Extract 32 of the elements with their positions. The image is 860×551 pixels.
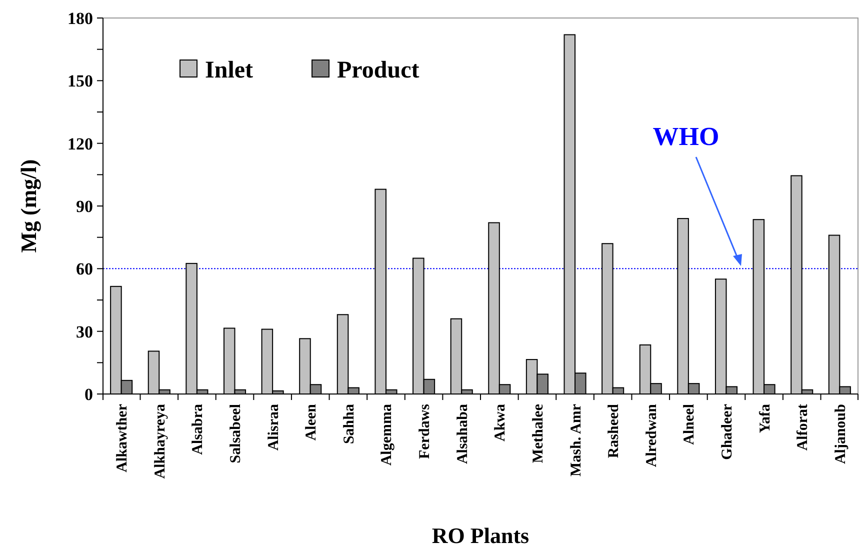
- y-tick-label: 30: [76, 322, 93, 342]
- x-tick-label: Methalee: [530, 404, 546, 464]
- y-tick-label: 90: [76, 196, 93, 216]
- x-tick-label: Sahha: [341, 404, 358, 444]
- y-tick-label: 180: [68, 8, 93, 28]
- legend-label: Inlet: [205, 57, 254, 84]
- x-tick-label: Alredwan: [644, 403, 660, 468]
- y-tick-label: 150: [68, 72, 93, 91]
- x-tick-label: Yafa: [757, 404, 774, 434]
- y-axis-title: Mg (mg/l): [16, 159, 41, 253]
- x-tick-label: Alkawther: [114, 404, 131, 472]
- x-tick-label: Alforat: [795, 404, 812, 451]
- y-tick-label: 120: [68, 134, 93, 154]
- x-tick-label: Algemma: [379, 404, 396, 466]
- x-tick-label: Alkhayreya: [152, 404, 168, 479]
- x-tick-label: Alneel: [682, 404, 698, 445]
- x-tick-label: Alsahaba: [454, 404, 471, 464]
- x-tick-label: Akwa: [492, 404, 509, 442]
- x-tick-label: Mash. Amr: [568, 404, 584, 476]
- x-tick-label: Salsabeel: [228, 404, 244, 464]
- x-tick-label: Alsabra: [190, 404, 206, 455]
- x-tick-label: Ferdaws: [417, 404, 434, 459]
- x-tick-label: Alisraa: [266, 404, 282, 451]
- x-tick-label: Rasheed: [606, 403, 622, 458]
- x-axis-title: RO Plants: [432, 523, 530, 548]
- x-tick-label: Aljanoub: [832, 404, 849, 464]
- x-tick-label: Ghadeer: [719, 404, 736, 460]
- ref-line-label: WHO: [652, 122, 720, 151]
- y-tick-label: 0: [84, 384, 93, 404]
- y-tick-label: 60: [76, 260, 93, 279]
- x-tick-label: Aleen: [304, 403, 320, 441]
- legend-label: Product: [337, 57, 420, 84]
